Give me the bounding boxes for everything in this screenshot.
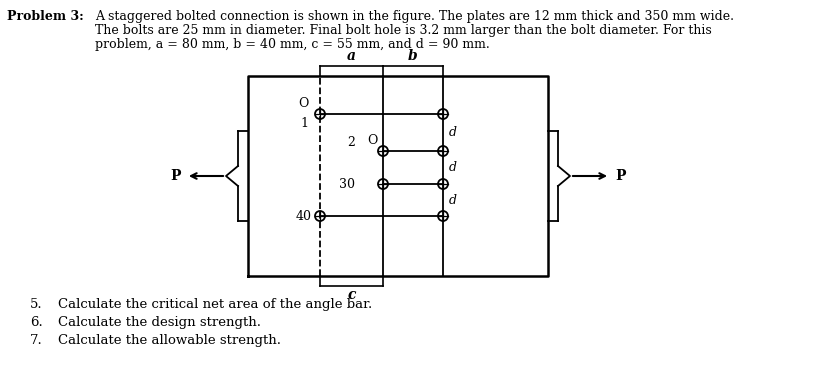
- Text: a: a: [347, 49, 356, 63]
- Text: 30: 30: [339, 178, 355, 190]
- Text: 5.: 5.: [30, 298, 42, 311]
- Text: O: O: [367, 134, 378, 147]
- Text: Calculate the allowable strength.: Calculate the allowable strength.: [58, 334, 281, 347]
- Text: c: c: [347, 288, 356, 302]
- Text: problem, a = 80 mm, b = 40 mm, c = 55 mm, and d = 90 mm.: problem, a = 80 mm, b = 40 mm, c = 55 mm…: [95, 38, 490, 51]
- Text: 2: 2: [347, 136, 355, 149]
- Text: d: d: [449, 161, 457, 174]
- Text: P: P: [615, 169, 626, 183]
- Text: d: d: [449, 126, 457, 139]
- Text: d: d: [449, 194, 457, 206]
- Text: Problem 3:: Problem 3:: [7, 10, 84, 23]
- Text: 40: 40: [296, 209, 312, 223]
- Text: The bolts are 25 mm in diameter. Final bolt hole is 3.2 mm larger than the bolt : The bolts are 25 mm in diameter. Final b…: [95, 24, 712, 37]
- Text: 1: 1: [300, 117, 308, 130]
- Text: A staggered bolted connection is shown in the figure. The plates are 12 mm thick: A staggered bolted connection is shown i…: [95, 10, 734, 23]
- Text: O: O: [298, 97, 309, 110]
- Text: 7.: 7.: [30, 334, 43, 347]
- Text: P: P: [170, 169, 181, 183]
- Text: Calculate the design strength.: Calculate the design strength.: [58, 316, 261, 329]
- Text: Calculate the critical net area of the angle bar.: Calculate the critical net area of the a…: [58, 298, 372, 311]
- Text: b: b: [408, 49, 417, 63]
- Text: 6.: 6.: [30, 316, 43, 329]
